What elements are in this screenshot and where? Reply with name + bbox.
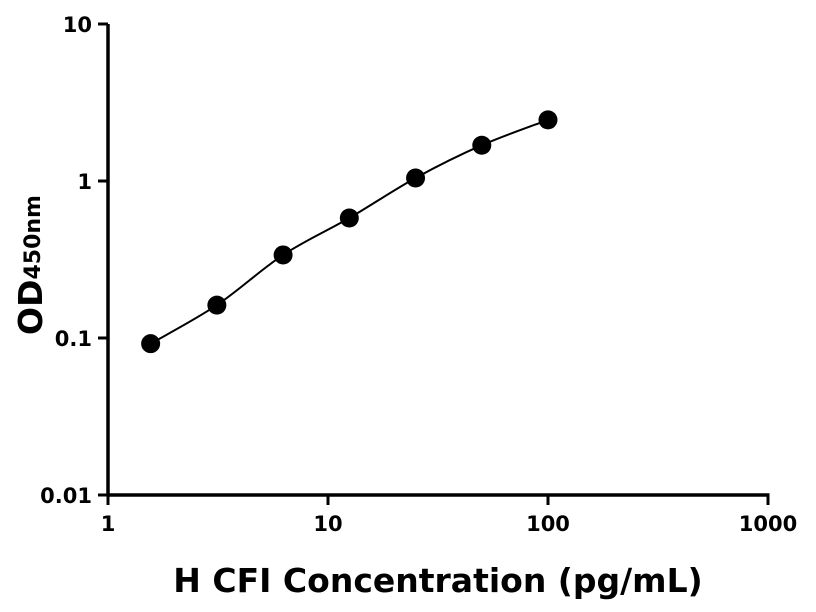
y-tick-label: 1	[77, 170, 92, 194]
data-point	[538, 110, 558, 130]
data-point	[141, 334, 161, 354]
data-point	[207, 295, 227, 315]
y-tick-label: 0.1	[55, 327, 92, 351]
y-tick-label: 10	[63, 13, 92, 37]
x-tick-label: 1000	[739, 512, 797, 536]
x-tick-label: 10	[313, 512, 342, 536]
axes: 1 10 100 1000 0.01 0.1 1 10	[40, 13, 797, 536]
x-tick-label: 1	[101, 512, 116, 536]
data-point	[273, 245, 293, 265]
y-tick-label: 0.01	[40, 484, 92, 508]
y-axis-label-main: OD	[11, 280, 50, 335]
y-axis-label: OD450nm	[11, 195, 50, 335]
data-point	[339, 208, 359, 228]
data-points	[141, 110, 558, 354]
x-tick-label: 100	[526, 512, 570, 536]
data-point	[406, 168, 426, 188]
y-axis-label-subscript: 450nm	[21, 195, 46, 280]
data-point	[472, 135, 492, 155]
x-axis-label: H CFI Concentration (pg/mL)	[173, 561, 702, 600]
